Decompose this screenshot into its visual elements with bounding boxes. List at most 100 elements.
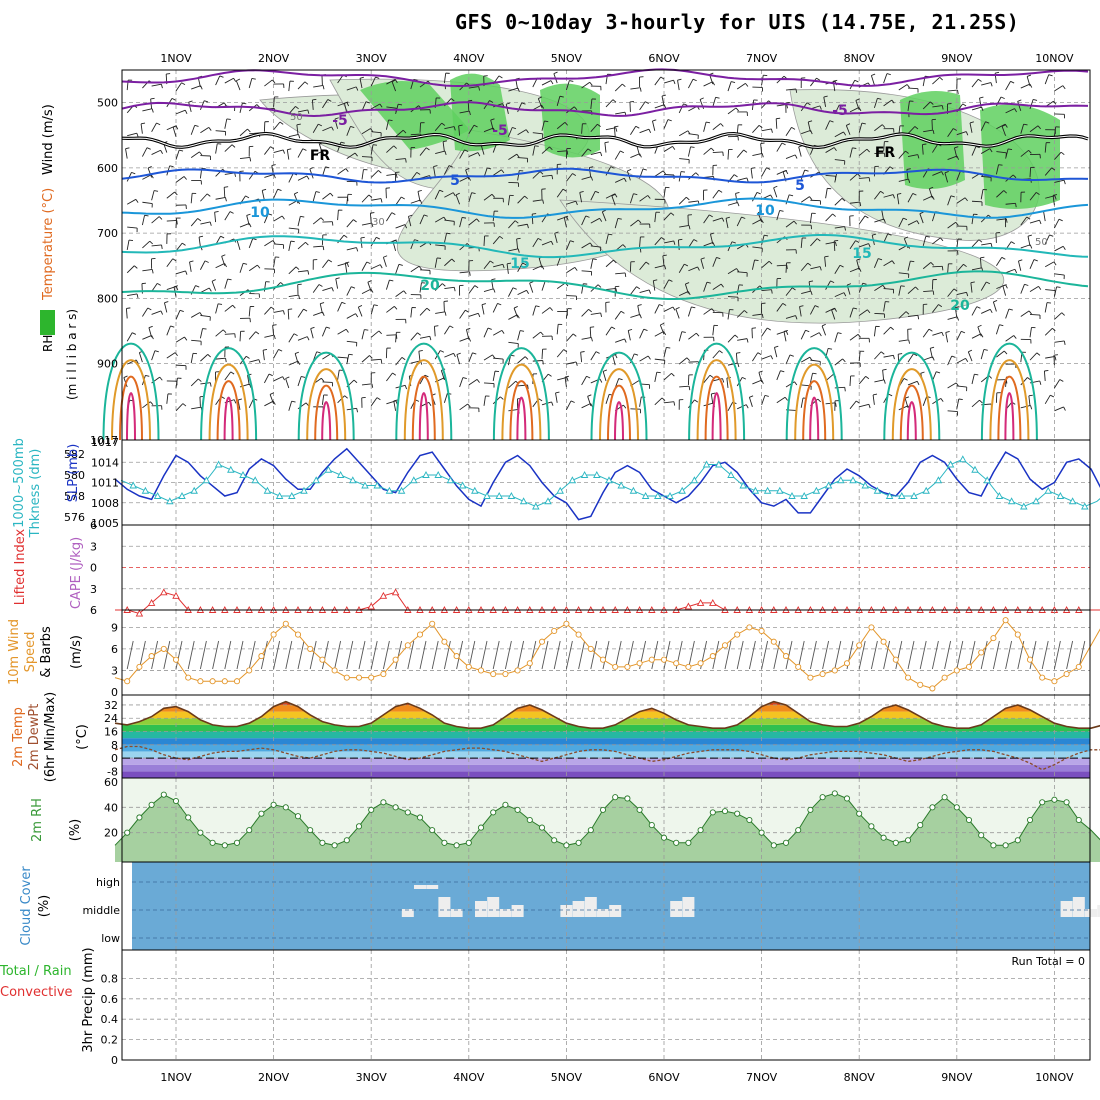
lifted-index-marker (684, 602, 693, 610)
wind-barb (369, 355, 373, 359)
wind-barb (776, 142, 783, 152)
wind-barb (164, 301, 169, 304)
wind-barb (166, 73, 171, 75)
rh-marker (831, 790, 838, 797)
wind-barb (873, 326, 877, 337)
wind-barb (999, 324, 1004, 327)
wind-barb (208, 287, 212, 292)
rh-marker (575, 839, 582, 846)
wind-barb (204, 100, 209, 103)
wind-barb (1010, 80, 1015, 84)
wind-barb (297, 109, 308, 113)
wind-barb (313, 84, 324, 88)
rh-marker (795, 827, 802, 834)
wind-barb (614, 354, 618, 359)
rh-marker (416, 814, 424, 821)
wind-barb (221, 256, 226, 266)
wind-barb (858, 148, 868, 156)
wind-barb (744, 310, 748, 314)
wind-barb (556, 188, 564, 198)
wind-barb (1005, 268, 1016, 274)
wind-barb (677, 78, 682, 81)
wind-barb (532, 171, 541, 179)
wind-barb (932, 76, 941, 85)
wind-barb-10m (809, 640, 817, 670)
rh-high-shading (540, 83, 600, 158)
wind-barb (125, 148, 128, 159)
wind-barb (706, 121, 711, 124)
wind-barb (858, 122, 863, 133)
wind-speed-marker (392, 656, 399, 663)
wind-barb (142, 174, 152, 180)
wind-barb (700, 259, 705, 269)
wind-barb (564, 215, 569, 218)
wind-barb (1035, 192, 1040, 196)
wind-barb (736, 268, 740, 273)
wind-barb (166, 393, 169, 404)
wind-barb (321, 151, 325, 156)
wind-barb (513, 306, 518, 309)
wind-barb (1052, 194, 1058, 196)
wind-barb (634, 353, 639, 356)
lifted-index-marker (367, 602, 375, 610)
wind-barb (142, 240, 151, 249)
wind-barb (761, 128, 772, 132)
wind-barb (858, 283, 864, 293)
wind-barb (418, 351, 421, 362)
wind-barb (956, 291, 967, 296)
wind-barb (712, 217, 723, 222)
rh-marker (551, 837, 558, 844)
wind-barb (956, 263, 964, 273)
wind-barb (892, 194, 896, 199)
rh-marker (746, 816, 753, 824)
wind-barb (1054, 406, 1064, 412)
wind-barb (297, 148, 304, 158)
wind-barb (785, 287, 793, 296)
wind-barb (783, 329, 788, 332)
wind-barb (487, 167, 492, 170)
wind-barb (1054, 85, 1064, 92)
wind-barb (1014, 108, 1017, 113)
wind-barb (294, 353, 299, 364)
wind-barb (871, 73, 876, 76)
wind-barb (395, 264, 400, 274)
wind-barb (1005, 308, 1010, 319)
wind-barb (789, 194, 794, 197)
wind-barb (517, 195, 525, 204)
thickness-marker (776, 486, 784, 494)
wind-speed-marker (843, 660, 851, 667)
wind-barb (318, 284, 323, 287)
wind-barb (782, 169, 788, 173)
wind-speed-marker (465, 663, 472, 670)
wind-barb (956, 357, 966, 364)
thickness-marker (166, 497, 174, 505)
wind-barb (344, 395, 348, 399)
wind-barb (979, 96, 984, 99)
wind-barb (358, 305, 363, 308)
wind-barb (273, 310, 284, 313)
wind-barb (472, 352, 477, 355)
wind-barb (590, 217, 600, 224)
wind-barb (532, 265, 543, 271)
wind-barb (1003, 190, 1007, 194)
wind-barb (532, 213, 537, 215)
date-label-bottom: 6NOV (648, 1071, 680, 1084)
wind-barb (166, 325, 171, 336)
wind-barb (388, 119, 393, 121)
wind-barb (304, 81, 309, 85)
thickness-marker (849, 476, 857, 484)
wind-barb (824, 255, 829, 258)
rh-marker (441, 839, 448, 846)
wind-barb (544, 120, 549, 123)
wind-barb (912, 193, 917, 196)
wind-barb (613, 126, 616, 137)
wind-barb (465, 169, 470, 180)
wind-barb (736, 83, 746, 90)
wind-barb (600, 312, 603, 317)
wind-speed-marker (441, 638, 448, 645)
wind-barb-10m (431, 640, 439, 670)
wind-barb (357, 306, 363, 317)
wind-barb (198, 235, 204, 238)
wind-barb (364, 329, 369, 331)
wind-barb (215, 303, 219, 314)
